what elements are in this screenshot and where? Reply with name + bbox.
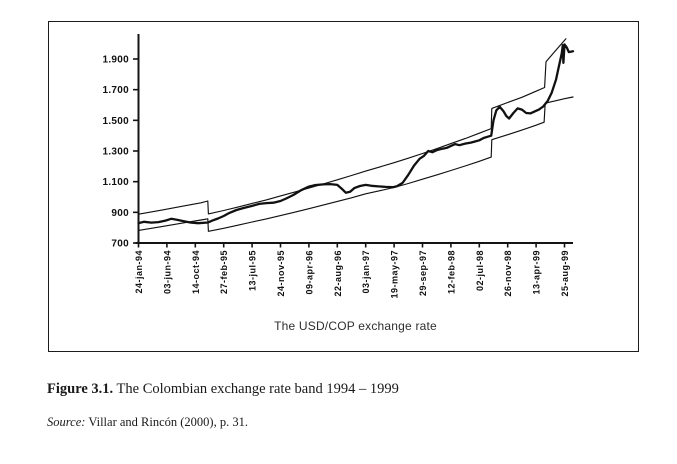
y-axis-tick-label: 700 (111, 239, 129, 250)
figure-source-label: Source: (47, 414, 86, 429)
y-axis-tick-label: 1.700 (102, 85, 129, 96)
x-axis-tick-label: 26-nov-98 (503, 250, 513, 297)
x-axis-tick-label: 12-feb-98 (446, 250, 456, 294)
y-axis-tick-label: 1.300 (102, 147, 129, 158)
figure-caption: Figure 3.1. The Colombian exchange rate … (47, 381, 647, 398)
x-axis-tick-label: 27-feb-95 (219, 250, 229, 294)
series-rate-line (137, 43, 575, 225)
y-axis-tick-label: 1.100 (102, 177, 129, 188)
x-axis-tick-label: 22-aug-96 (333, 250, 343, 297)
x-axis-tick-label: 13-apr-99 (532, 250, 542, 295)
figure-caption-label: Figure 3.1. (47, 380, 114, 397)
x-axis-tick-label: 03-jan-97 (361, 250, 371, 294)
x-axis-tick-label: 09-apr-96 (304, 250, 314, 295)
x-axis-tick-label: 03-jun-94 (162, 250, 172, 294)
x-axis-tick-label: 14-oct-94 (191, 250, 201, 294)
exchange-rate-chart: 700 900 1.100 1.300 1.500 1.700 1.900 24-jan-94… (102, 34, 575, 299)
figure-source: Source: Villar and Rincón (2000), p. 31. (47, 415, 647, 430)
y-axis-tick-label: 1.900 (102, 55, 129, 66)
chart-title: The USD/COP exchange rate (274, 319, 437, 333)
series-ceiling-line (137, 38, 567, 215)
series-floor-line (137, 96, 574, 232)
x-axis-tick-label: 02-jul-98 (475, 250, 485, 291)
y-axis-tick-label: 900 (111, 208, 129, 219)
x-axis-tick-label: 29-sep-97 (418, 250, 428, 296)
figure-frame: 700 900 1.100 1.300 1.500 1.700 1.900 24-jan-94… (48, 21, 639, 352)
x-axis-tick-label: 24-nov-95 (276, 250, 286, 297)
figure-caption-text: The Colombian exchange rate band 1994 – … (113, 380, 399, 397)
x-axis-tick-label: 19-may-97 (390, 250, 400, 299)
x-axis-tick-label: 25-aug-99 (560, 250, 570, 297)
x-axis-tick-label: 24-jan-94 (134, 250, 144, 294)
figure-source-text: Villar and Rincón (2000), p. 31. (85, 414, 248, 429)
x-axis-tick-label: 13-jul-95 (248, 250, 258, 291)
y-axis-tick-label: 1.500 (102, 116, 129, 127)
